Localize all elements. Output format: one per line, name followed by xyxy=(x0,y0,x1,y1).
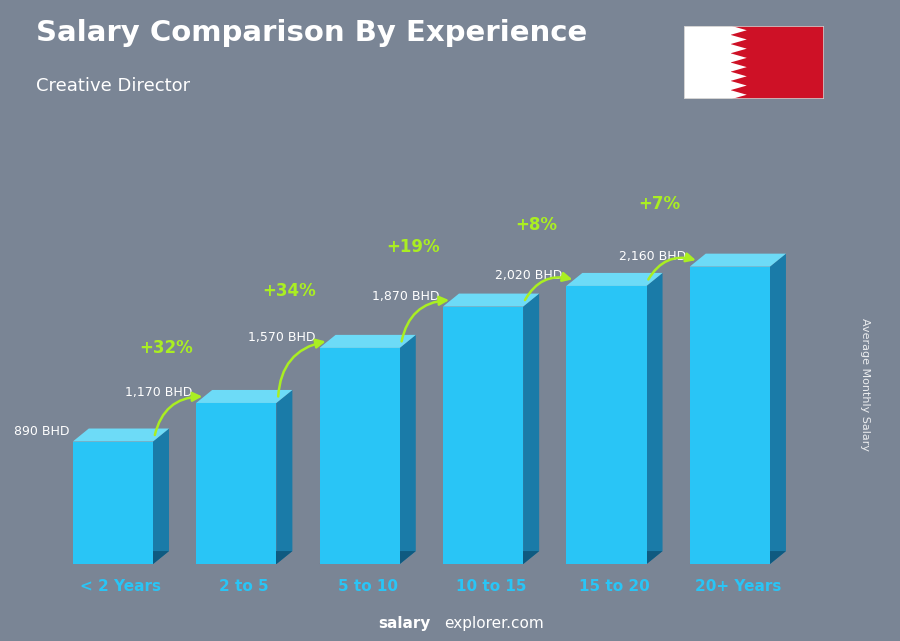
Polygon shape xyxy=(566,273,662,286)
Polygon shape xyxy=(731,26,824,99)
Polygon shape xyxy=(196,403,276,564)
Text: 20+ Years: 20+ Years xyxy=(695,579,781,594)
Polygon shape xyxy=(400,335,416,564)
Polygon shape xyxy=(523,294,539,564)
Polygon shape xyxy=(566,286,646,564)
Polygon shape xyxy=(731,35,747,44)
Text: 2 to 5: 2 to 5 xyxy=(220,579,269,594)
Polygon shape xyxy=(689,551,786,564)
Text: 2,020 BHD: 2,020 BHD xyxy=(495,269,562,282)
Polygon shape xyxy=(443,294,539,306)
Text: 1,170 BHD: 1,170 BHD xyxy=(125,387,193,399)
Polygon shape xyxy=(731,53,747,62)
Polygon shape xyxy=(689,254,786,267)
Text: 10 to 15: 10 to 15 xyxy=(455,579,526,594)
Text: +8%: +8% xyxy=(516,216,557,234)
Text: 1,570 BHD: 1,570 BHD xyxy=(248,331,316,344)
Polygon shape xyxy=(646,273,662,564)
Text: +19%: +19% xyxy=(386,238,440,256)
Text: explorer.com: explorer.com xyxy=(444,617,544,631)
Polygon shape xyxy=(320,335,416,348)
Polygon shape xyxy=(731,90,747,99)
Polygon shape xyxy=(731,72,747,81)
Text: 1,870 BHD: 1,870 BHD xyxy=(372,290,439,303)
Polygon shape xyxy=(731,81,747,90)
Polygon shape xyxy=(770,254,786,564)
Polygon shape xyxy=(566,551,662,564)
Text: +34%: +34% xyxy=(263,281,317,299)
Text: 890 BHD: 890 BHD xyxy=(14,425,69,438)
Polygon shape xyxy=(73,442,153,564)
Polygon shape xyxy=(731,62,747,72)
Text: Average Monthly Salary: Average Monthly Salary xyxy=(860,318,869,451)
Polygon shape xyxy=(196,390,292,403)
Text: 2,160 BHD: 2,160 BHD xyxy=(618,250,686,263)
Polygon shape xyxy=(276,390,292,564)
Polygon shape xyxy=(320,348,400,564)
Polygon shape xyxy=(731,26,747,35)
Text: 5 to 10: 5 to 10 xyxy=(338,579,398,594)
Polygon shape xyxy=(73,429,169,442)
Text: 15 to 20: 15 to 20 xyxy=(579,579,650,594)
Polygon shape xyxy=(684,26,731,99)
Text: +7%: +7% xyxy=(639,195,680,213)
Text: +32%: +32% xyxy=(140,338,194,356)
Text: Salary Comparison By Experience: Salary Comparison By Experience xyxy=(36,19,587,47)
Polygon shape xyxy=(73,551,169,564)
Polygon shape xyxy=(320,551,416,564)
Polygon shape xyxy=(731,44,747,53)
Polygon shape xyxy=(689,267,770,564)
Polygon shape xyxy=(443,306,523,564)
Text: < 2 Years: < 2 Years xyxy=(80,579,161,594)
Polygon shape xyxy=(196,551,292,564)
Text: salary: salary xyxy=(378,617,430,631)
Polygon shape xyxy=(153,429,169,564)
Text: Creative Director: Creative Director xyxy=(36,77,190,95)
Polygon shape xyxy=(443,551,539,564)
